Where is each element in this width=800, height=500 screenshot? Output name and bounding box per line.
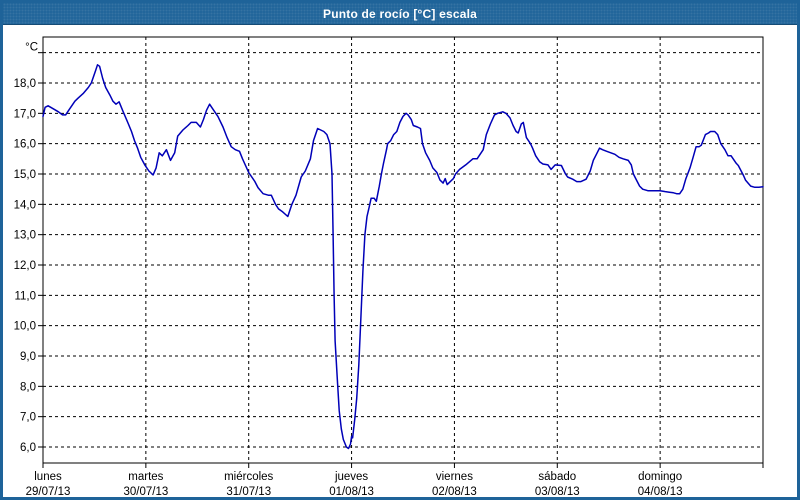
y-tick-label: 15,0 [14,169,36,181]
y-tick-label: 11,0 [14,290,36,302]
y-tick-label: 16,0 [14,139,36,151]
y-tick-label: 9,0 [20,351,36,363]
x-day-label: lunes [34,471,62,483]
y-tick-label: 12,0 [14,260,36,272]
x-date-label: 31/07/13 [226,486,271,498]
y-tick-label: 13,0 [14,230,36,242]
y-tick-label: 17,0 [14,108,36,120]
dewpoint-line-chart: 6,0 7,0 8,0 9,0 10,0 11,0 12,0 13,0 14,0 15,0 16,0… [14,36,764,498]
x-day-label: sábado [538,471,576,483]
x-date-label: 01/08/13 [329,486,374,498]
y-tick-label: 8,0 [20,381,36,393]
x-day-label: martes [128,471,163,483]
title-bar: Punto de rocío [°C] escala [3,3,797,25]
y-tick-label: 6,0 [20,442,36,454]
y-tick-label: 7,0 [20,412,36,424]
y-tick-label: 18,0 [14,78,36,90]
y-tick-label: 14,0 [14,199,36,211]
x-date-label: 03/08/13 [535,486,580,498]
x-day-label: jueves [334,471,368,483]
chart-title: Punto de rocío [°C] escala [322,6,478,21]
x-date-label: 02/08/13 [432,486,477,498]
x-date-label: 30/07/13 [123,486,168,498]
y-tick-label: 10,0 [14,321,36,333]
y-axis-unit-label: °C [25,42,38,54]
x-day-label: domingo [638,471,682,483]
dewpoint-series-line [42,64,764,450]
x-date-label: 29/07/13 [26,486,71,498]
plot-border [42,36,764,464]
x-date-label: 04/08/13 [638,486,683,498]
x-day-label: miércoles [224,471,273,483]
x-day-label: viernes [436,471,473,483]
